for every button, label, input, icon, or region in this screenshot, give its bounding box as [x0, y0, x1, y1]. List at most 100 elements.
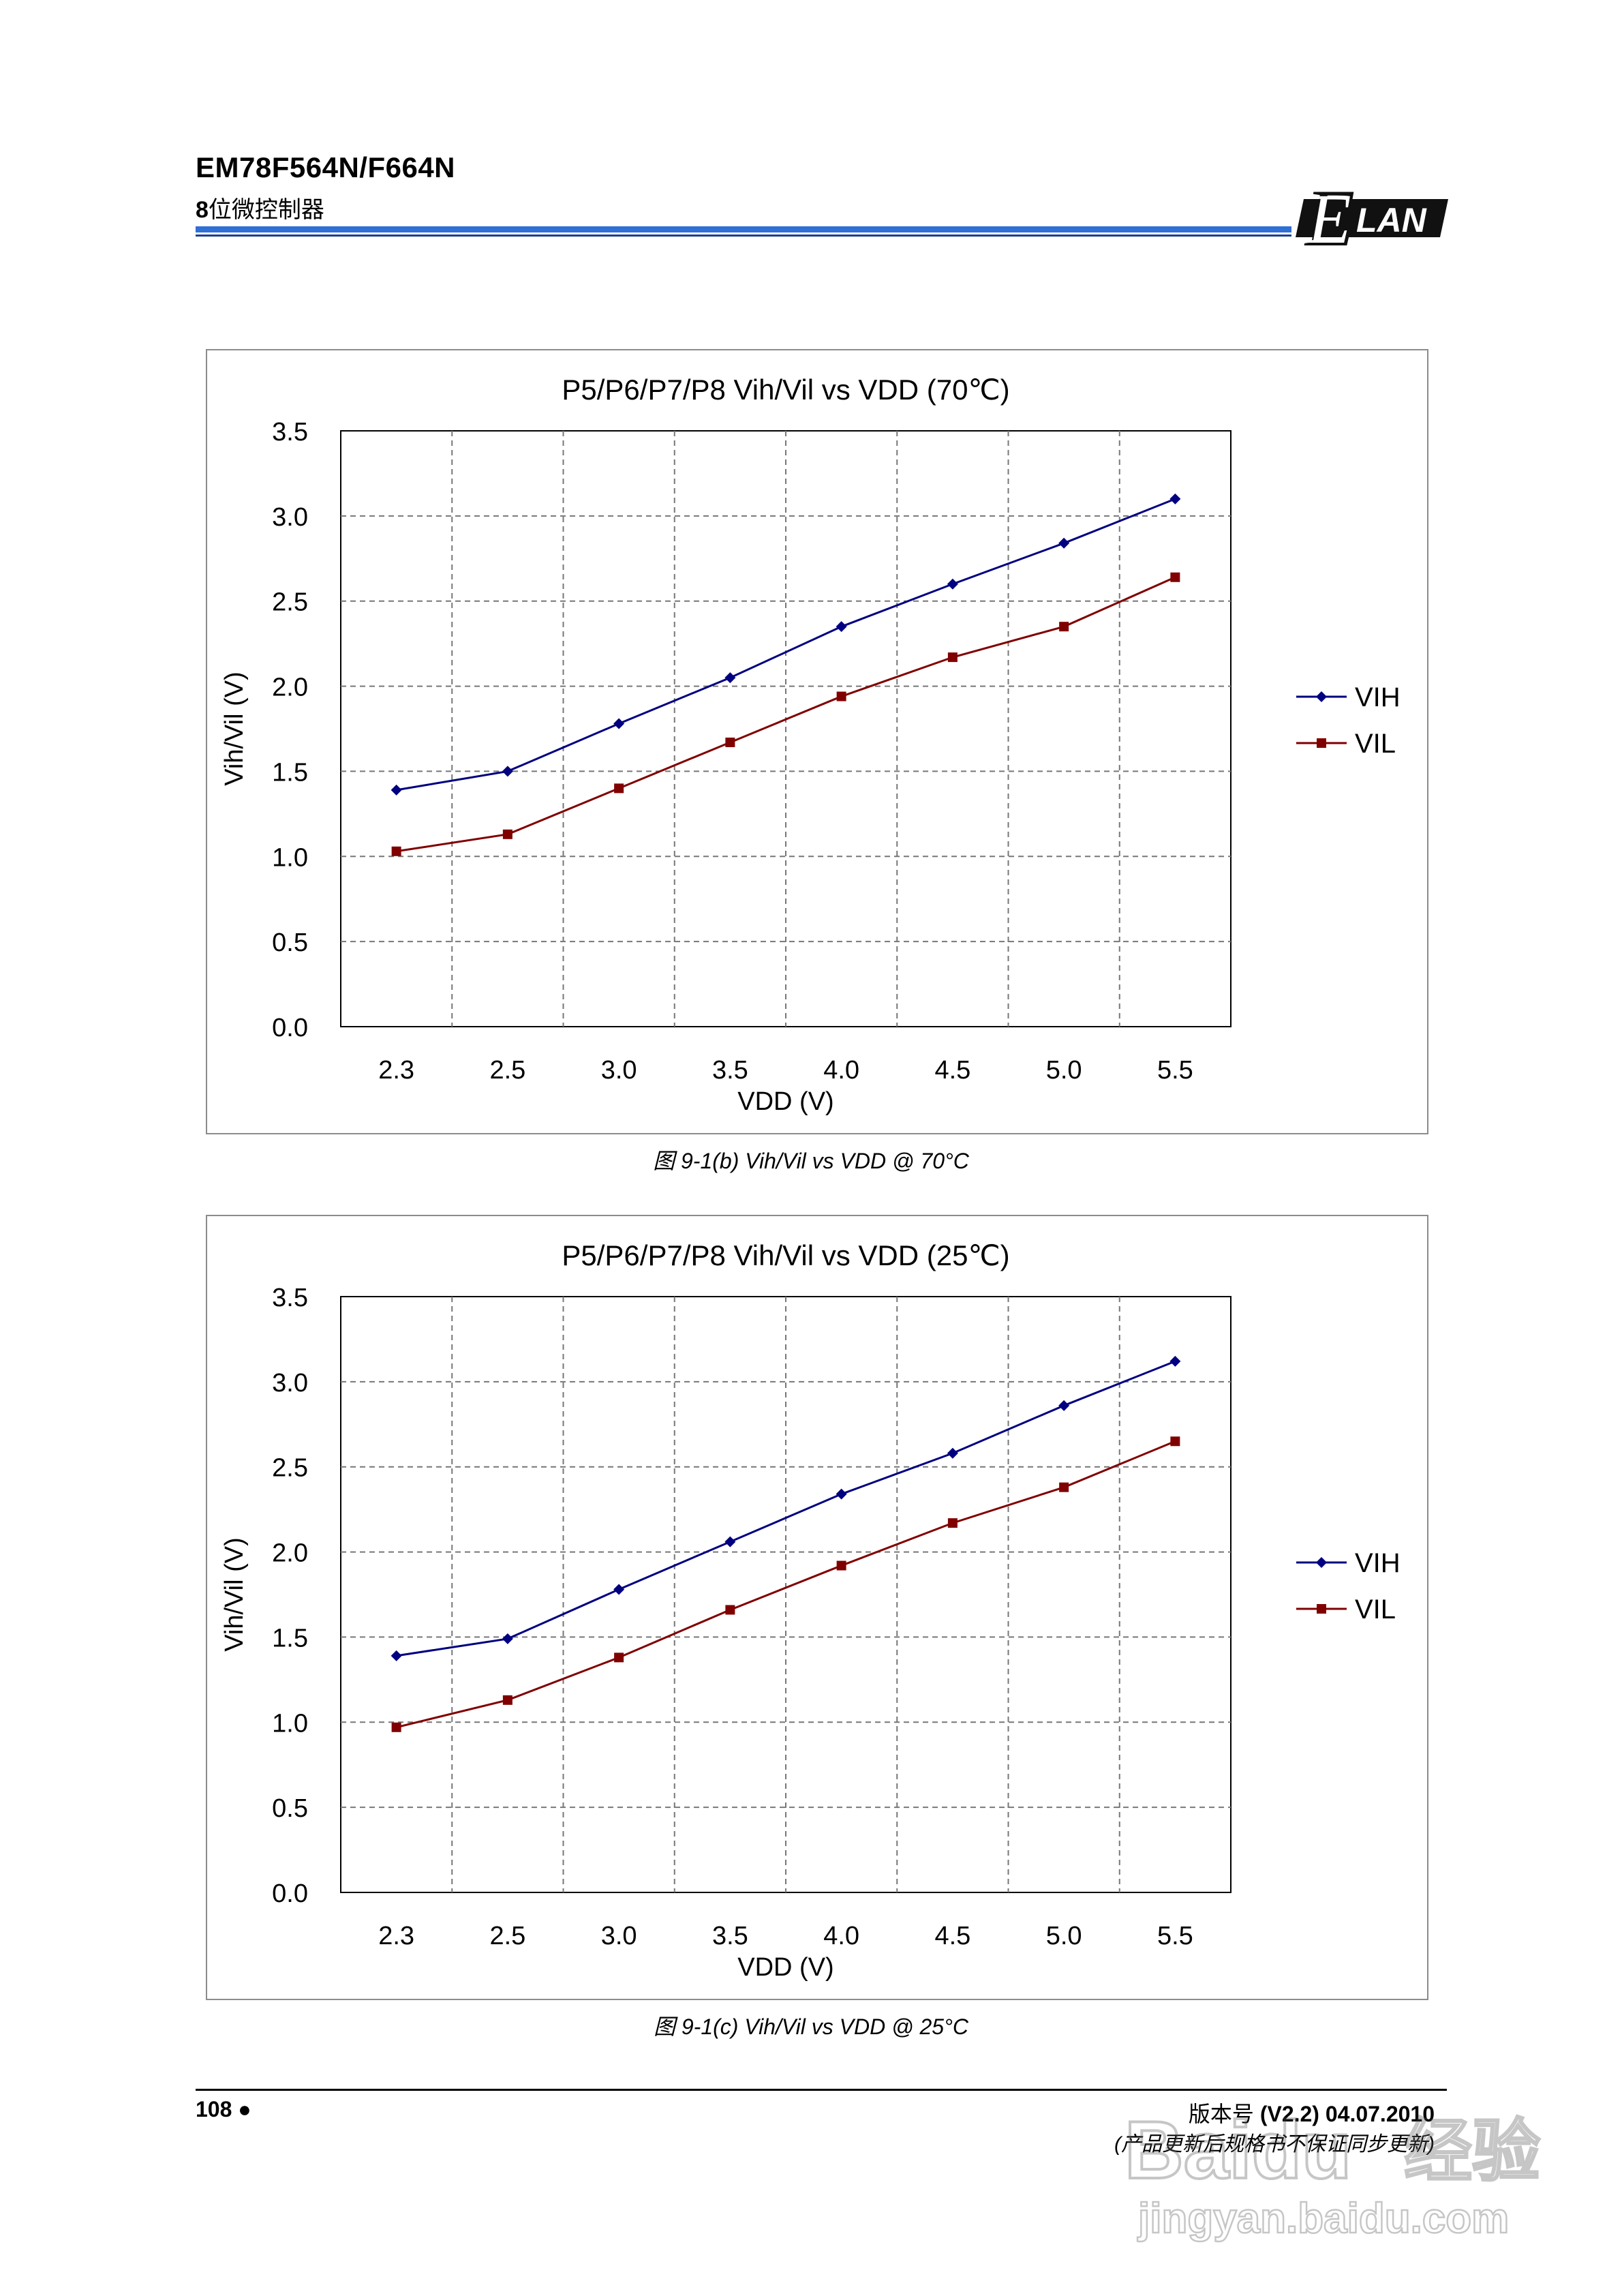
vih-point [947, 578, 958, 590]
x-tick-label: 5.0 [1046, 1056, 1082, 1085]
x-tick-label: 4.5 [934, 1056, 970, 1085]
vih-point [1058, 1400, 1070, 1411]
chart-70c-caption: 图 9-1(b) Vih/Vil vs VDD @ 70°C [653, 1149, 969, 1173]
vih-point [613, 1584, 625, 1595]
y-tick-label: 2.5 [272, 1454, 308, 1483]
vih-point [724, 1536, 736, 1547]
y-tick-label: 3.0 [272, 503, 308, 532]
y-tick-label: 1.0 [272, 1709, 308, 1738]
chart-70c: P5/P6/P7/P8 Vih/Vil vs VDD (70℃) 0.0 0.5 1.… [206, 349, 1428, 1134]
x-axis-label: VDD (V) [737, 1953, 833, 1982]
vih-point [1169, 1355, 1181, 1367]
version-value: (V2.2) 04.07.2010 [1253, 2102, 1435, 2126]
chart-title: P5/P6/P7/P8 Vih/Vil vs VDD (25℃) [562, 1239, 1009, 1271]
y-tick-label: 1.0 [272, 843, 308, 872]
legend-vih-label: VIH [1355, 1548, 1401, 1578]
vil-point [1059, 622, 1069, 632]
watermark-brand: Baidu [1124, 2104, 1351, 2196]
x-tick-label: 4.5 [934, 1922, 970, 1950]
chart-70c-svg: P5/P6/P7/P8 Vih/Vil vs VDD (70℃) 0.0 0.5 1.… [220, 374, 1401, 1116]
x-tick-label: 2.5 [489, 1922, 525, 1950]
vil-point [836, 691, 846, 701]
series-vil-line [396, 576, 1176, 853]
vih-point [947, 1447, 958, 1459]
y-axis-label: Vih/Vil (V) [220, 671, 249, 786]
chart-25c: P5/P6/P7/P8 Vih/Vil vs VDD (25℃) 0.0 0.5 1.… [206, 1215, 1428, 2000]
x-tick-label: 5.5 [1157, 1056, 1193, 1085]
vil-point [725, 1605, 735, 1615]
legend-vih-marker [1316, 691, 1327, 702]
subtitle-text: 位微控制器 [208, 197, 324, 223]
y-axis-label: Vih/Vil (V) [220, 1537, 249, 1652]
vil-point [1170, 572, 1180, 582]
vil-point [1170, 1436, 1180, 1447]
y-tick-label: 3.5 [272, 1284, 308, 1312]
y-tick-label: 0.0 [272, 1879, 308, 1908]
vih-point [502, 1633, 513, 1644]
chart-title: P5/P6/P7/P8 Vih/Vil vs VDD (70℃) [562, 374, 1009, 406]
y-tick-label: 2.0 [272, 674, 308, 702]
y-tick-label: 2.0 [272, 1539, 308, 1568]
svg-text:E: E [1304, 172, 1355, 263]
y-tick-label: 3.0 [272, 1369, 308, 1398]
y-tick-label: 0.0 [272, 1014, 308, 1042]
x-axis-label: VDD (V) [737, 1087, 833, 1116]
page-number: 108 ● [196, 2097, 251, 2121]
svg-text:E: E [1306, 180, 1351, 258]
vih-point [1169, 493, 1181, 504]
vil-point [391, 846, 401, 856]
y-tick-label: 0.5 [272, 1794, 308, 1823]
x-tick-label: 2.3 [378, 1922, 414, 1950]
subtitle-bits: 8 [196, 197, 209, 223]
update-note: (产品更新后规格书不保证同步更新) [1114, 2133, 1435, 2156]
legend-vil-label: VIL [1355, 729, 1396, 759]
legend-vil-marker [1317, 1604, 1326, 1614]
vil-point [725, 737, 735, 747]
vil-point [502, 829, 512, 839]
y-tick-label: 2.5 [272, 588, 308, 617]
elan-logo: LAN E E [1296, 172, 1448, 263]
vil-point [614, 783, 624, 794]
series-vil-line [396, 1440, 1176, 1729]
x-tick-label: 5.0 [1046, 1922, 1082, 1950]
header-rule-dark [196, 235, 1291, 237]
document-title: EM78F564N/F664N [196, 151, 456, 183]
chart-25c-svg: P5/P6/P7/P8 Vih/Vil vs VDD (25℃) 0.0 0.5 1.… [220, 1239, 1401, 1982]
vih-point [836, 621, 847, 633]
legend-vil-marker [1317, 738, 1326, 748]
vih-point [391, 784, 402, 796]
vih-point [836, 1488, 847, 1500]
x-tick-label: 3.0 [601, 1056, 637, 1085]
document-subtitle: 8位微控制器 [196, 191, 324, 224]
vih-point [502, 766, 513, 777]
version-label: 版本号 [1188, 2102, 1254, 2126]
vil-point [947, 1518, 958, 1528]
x-tick-label: 2.5 [489, 1056, 525, 1085]
vil-point [1059, 1482, 1069, 1492]
watermark-suffix: 经验 [1404, 2113, 1540, 2190]
baidu-watermark: Baidu 经验 jingyan.baidu.com [1123, 2103, 1542, 2243]
vil-point [391, 1722, 401, 1732]
legend-vih-marker [1316, 1557, 1327, 1568]
version-info: 版本号 (V2.2) 04.07.2010 [1189, 2097, 1435, 2128]
vil-point [502, 1695, 512, 1705]
series-vih-line [396, 1360, 1176, 1657]
x-tick-label: 4.0 [823, 1056, 859, 1085]
header-rule [196, 226, 1291, 232]
y-tick-label: 1.5 [272, 1624, 308, 1652]
vil-point [836, 1560, 846, 1571]
x-tick-label: 3.5 [712, 1056, 748, 1085]
y-tick-label: 1.5 [272, 758, 308, 787]
svg-text:LAN: LAN [1356, 201, 1427, 239]
chart-25c-caption: 图 9-1(c) Vih/Vil vs VDD @ 25°C [653, 2014, 968, 2039]
footer-rule [196, 2089, 1447, 2091]
y-tick-label: 0.5 [272, 928, 308, 957]
legend-vih-label: VIH [1355, 682, 1401, 712]
series-vih-line [396, 498, 1176, 791]
x-tick-label: 4.0 [823, 1922, 859, 1950]
vil-point [614, 1652, 624, 1663]
vih-point [613, 718, 625, 729]
legend-vil-label: VIL [1355, 1595, 1396, 1625]
x-tick-label: 3.5 [712, 1922, 748, 1950]
vih-point [724, 672, 736, 684]
